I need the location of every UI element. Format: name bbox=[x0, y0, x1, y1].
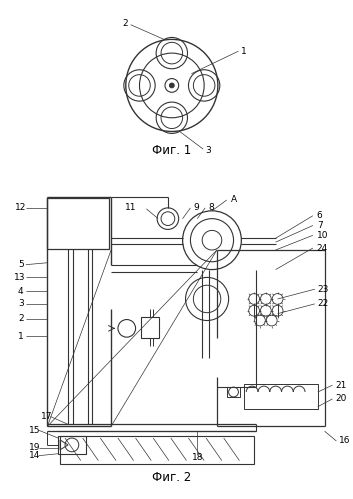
Text: 15: 15 bbox=[29, 426, 40, 435]
Text: 1: 1 bbox=[18, 332, 24, 341]
Text: 5: 5 bbox=[18, 260, 24, 269]
Text: 21: 21 bbox=[335, 381, 347, 390]
Text: 7: 7 bbox=[317, 221, 323, 230]
Text: 9: 9 bbox=[193, 204, 199, 213]
Bar bbox=[60, 436, 254, 464]
Text: 11: 11 bbox=[125, 204, 137, 213]
Text: 22: 22 bbox=[318, 299, 329, 308]
Text: 4: 4 bbox=[18, 286, 24, 295]
Bar bbox=[58, 436, 86, 454]
Text: 2: 2 bbox=[122, 19, 128, 28]
Text: A: A bbox=[231, 195, 237, 204]
Text: 12: 12 bbox=[15, 204, 26, 213]
Bar bbox=[47, 198, 109, 249]
Text: 17: 17 bbox=[41, 412, 52, 421]
Text: 2: 2 bbox=[18, 314, 24, 323]
Bar bbox=[244, 384, 318, 409]
Text: 3: 3 bbox=[18, 299, 24, 308]
Text: Фиг. 2: Фиг. 2 bbox=[152, 471, 191, 484]
Text: 20: 20 bbox=[335, 394, 347, 403]
Text: 14: 14 bbox=[29, 451, 40, 460]
Text: 1: 1 bbox=[241, 46, 247, 56]
Bar bbox=[227, 387, 240, 397]
Text: 16: 16 bbox=[339, 437, 351, 446]
Bar bbox=[142, 316, 159, 338]
Text: 19: 19 bbox=[29, 443, 40, 453]
Text: 24: 24 bbox=[317, 244, 328, 252]
Text: 3: 3 bbox=[205, 146, 211, 155]
Circle shape bbox=[169, 83, 174, 88]
Text: 8: 8 bbox=[208, 204, 214, 213]
Text: Фиг. 1: Фиг. 1 bbox=[152, 144, 191, 157]
Text: 18: 18 bbox=[192, 453, 203, 462]
Text: 6: 6 bbox=[317, 211, 323, 220]
Text: 13: 13 bbox=[14, 273, 26, 282]
Text: 23: 23 bbox=[318, 284, 329, 294]
Text: 10: 10 bbox=[317, 231, 328, 240]
